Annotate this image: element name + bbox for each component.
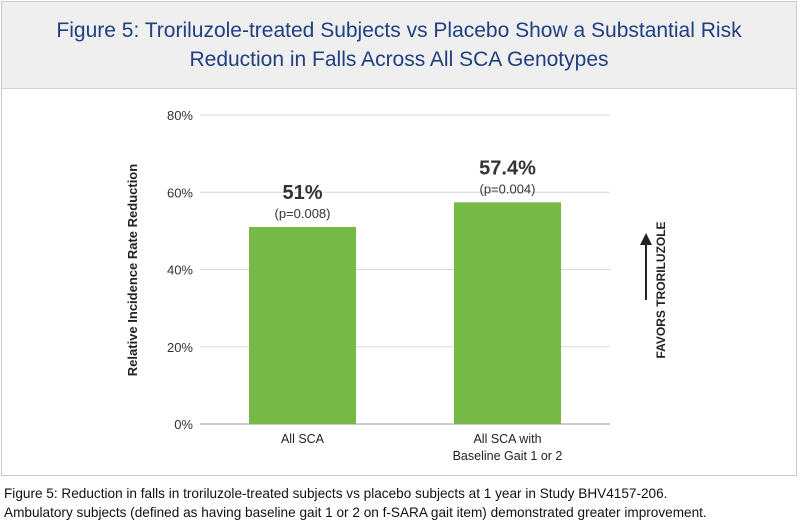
- title-band: Figure 5: Troriluzole-treated Subjects v…: [2, 2, 796, 89]
- figure-caption: Figure 5: Reduction in falls in troriluz…: [4, 484, 796, 522]
- bar: [454, 202, 561, 424]
- y-tick-label: 60%: [167, 185, 193, 200]
- y-tick-label: 80%: [167, 108, 193, 123]
- chart-title-line-2: Reduction in Falls Across All SCA Genoty…: [189, 48, 609, 71]
- bar-chart: 0% 20% 40% 60% 80% 51% (p=0.008) All SCA 57.4% (…: [125, 108, 668, 463]
- bar: [249, 227, 356, 424]
- favors-annotation: FAVORS TRORILUZOLE: [640, 221, 668, 359]
- data-label: 57.4%: [479, 157, 536, 179]
- caption-line-1: Figure 5: Reduction in falls in troriluz…: [4, 486, 668, 501]
- caption-line-2: Ambulatory subjects (defined as having b…: [4, 505, 707, 520]
- data-label: 51%: [282, 182, 322, 204]
- favors-arrow-head: [640, 233, 652, 245]
- p-value-label: (p=0.008): [274, 206, 330, 221]
- figure-frame: Figure 5: Troriluzole-treated Subjects v…: [1, 1, 797, 476]
- y-tick-label: 20%: [167, 340, 193, 355]
- p-value-label: (p=0.004): [479, 181, 535, 196]
- x-tick-label: All SCA: [281, 432, 325, 446]
- y-axis-title: Relative Incidence Rate Reduction: [125, 164, 140, 376]
- y-tick-label: 40%: [167, 263, 193, 278]
- chart-title-line-1: Figure 5: Troriluzole-treated Subjects v…: [56, 19, 742, 42]
- chart-title: Figure 5: Troriluzole-treated Subjects v…: [29, 16, 769, 74]
- x-tick-label: All SCA with: [473, 432, 541, 446]
- x-tick-label: Baseline Gait 1 or 2: [453, 449, 563, 463]
- favors-label: FAVORS TRORILUZOLE: [654, 221, 668, 358]
- y-tick-label: 0%: [174, 417, 193, 432]
